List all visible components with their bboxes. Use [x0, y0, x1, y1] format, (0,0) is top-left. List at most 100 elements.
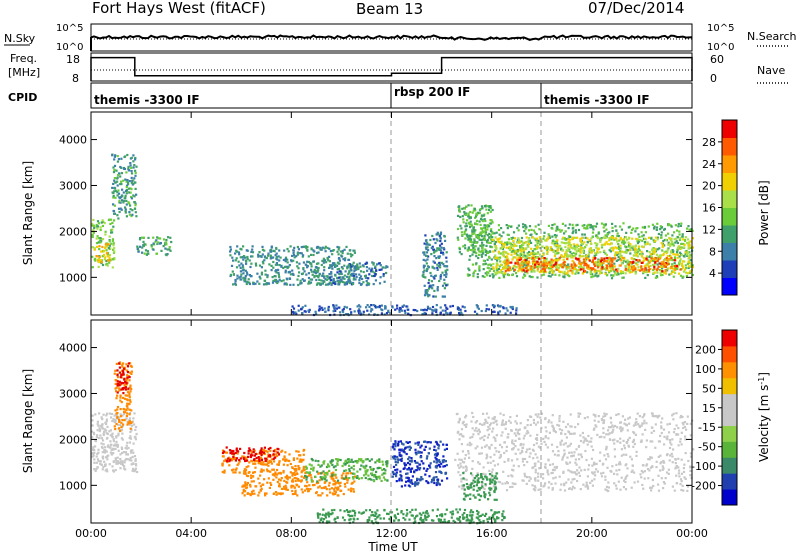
velocity-cell	[402, 450, 405, 453]
power-cell	[652, 268, 655, 272]
velocity-cell	[409, 446, 412, 449]
power-cell	[571, 272, 574, 275]
power-cell	[687, 247, 690, 250]
velocity-cell	[272, 450, 275, 453]
power-cell	[497, 267, 500, 271]
power-cell	[525, 261, 528, 265]
power-cell	[424, 289, 427, 292]
power-cell	[670, 272, 673, 275]
velocity-cell	[435, 481, 438, 485]
velocity-cell	[679, 437, 682, 441]
power-cell	[444, 309, 447, 312]
power-cell	[616, 232, 619, 235]
power-cell	[629, 244, 632, 248]
power-cell	[347, 272, 350, 275]
velocity-cell	[443, 465, 447, 468]
velocity-cell	[322, 462, 325, 465]
power-cell	[492, 276, 495, 279]
power-cell	[478, 220, 481, 223]
velocity-cell	[270, 458, 273, 461]
power-cell	[589, 250, 592, 253]
power-cell	[522, 276, 525, 279]
velocity-cell	[342, 493, 345, 496]
power-cell	[570, 244, 573, 247]
power-cell	[317, 276, 320, 279]
velocity-cell	[126, 441, 129, 444]
velocity-cell	[419, 446, 422, 449]
velocity-cell	[400, 475, 403, 478]
power-cell	[589, 247, 593, 250]
velocity-cell	[231, 469, 234, 472]
power-cell	[686, 251, 690, 254]
power-cell	[467, 204, 470, 207]
power-cell	[98, 245, 101, 248]
power-cell	[680, 247, 683, 250]
power-cell	[100, 221, 103, 224]
power-cell	[553, 250, 556, 253]
power-cell	[570, 256, 573, 259]
power-cell	[385, 271, 388, 275]
power-cell	[433, 277, 436, 280]
power-cell	[497, 257, 501, 261]
velocity-cell	[417, 441, 420, 444]
power-cell	[654, 261, 657, 264]
power-cell	[627, 260, 630, 263]
velocity-cell	[271, 468, 274, 471]
velocity-cell	[420, 456, 423, 459]
power-cell	[258, 275, 261, 278]
power-cell	[288, 264, 291, 267]
power-cell	[659, 269, 662, 272]
power-cell	[372, 304, 375, 307]
power-cell	[468, 273, 471, 277]
velocity-cell	[404, 447, 407, 450]
power-cell	[547, 233, 550, 236]
power-cell	[656, 259, 659, 262]
power-cell	[600, 258, 603, 261]
power-cell	[521, 244, 524, 247]
power-cell	[139, 245, 142, 248]
power-cell	[118, 196, 121, 199]
velocity-cell	[435, 476, 438, 479]
power-cell	[582, 266, 585, 269]
power-cell	[136, 245, 139, 248]
velocity-cell	[259, 485, 262, 488]
power-cell	[99, 226, 102, 229]
power-cell	[515, 312, 518, 315]
velocity-cell	[122, 382, 125, 385]
power-cell	[472, 275, 475, 278]
velocity-cell	[310, 467, 313, 470]
power-cell	[478, 233, 481, 236]
power-cell	[469, 216, 472, 219]
velocity-cell	[317, 494, 320, 497]
power-cell	[446, 265, 449, 268]
velocity-cell	[268, 455, 272, 458]
power-cell	[607, 262, 610, 265]
power-cell	[284, 260, 287, 263]
power-cell	[585, 256, 588, 259]
velocity-cell	[439, 465, 442, 468]
power-cell	[306, 260, 309, 263]
power-cell	[608, 237, 611, 240]
power-cell	[511, 305, 514, 309]
power-cell	[589, 273, 592, 276]
power-cell	[543, 270, 547, 273]
power-cell	[236, 277, 239, 280]
power-cell	[365, 284, 368, 287]
power-cell	[112, 192, 115, 195]
velocity-cell	[102, 413, 105, 416]
velocity-cell	[260, 487, 263, 490]
power-cell	[682, 246, 685, 249]
power-cell	[251, 248, 254, 251]
power-cell	[147, 236, 150, 239]
power-cell	[498, 241, 501, 244]
power-cell	[92, 218, 95, 222]
power-cell	[485, 308, 488, 311]
power-cell	[546, 262, 549, 265]
power-cell	[423, 269, 426, 272]
power-cell	[466, 219, 469, 222]
power-cell	[552, 264, 555, 267]
velocity-cell	[228, 464, 231, 467]
velocity-cell	[420, 460, 423, 463]
power-cell	[595, 244, 598, 247]
velocity-cell	[123, 413, 126, 416]
